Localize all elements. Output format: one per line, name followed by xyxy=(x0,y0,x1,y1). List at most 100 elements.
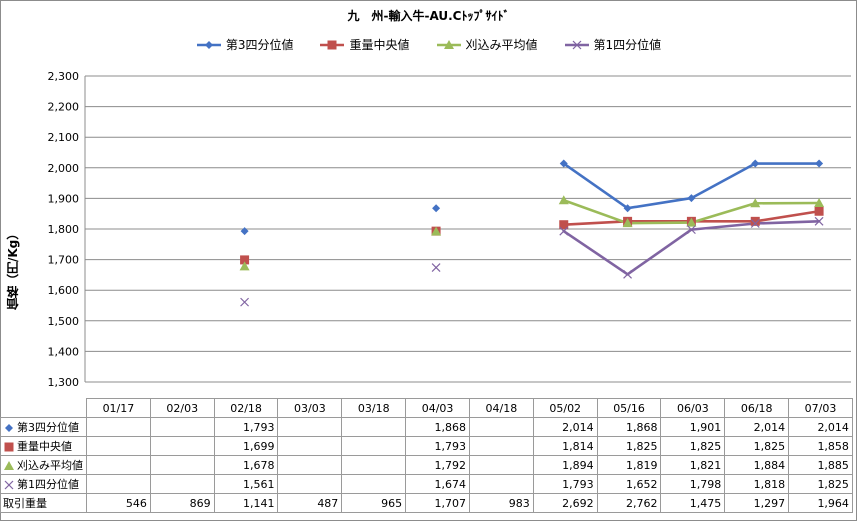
x-tick-label: 03/03 xyxy=(277,398,343,418)
table-cell xyxy=(149,455,215,475)
data-point-3 xyxy=(431,226,442,236)
data-point-1 xyxy=(687,194,696,203)
legend-marker xyxy=(443,39,454,49)
table-cell xyxy=(277,474,343,494)
table-cell: 965 xyxy=(341,493,407,513)
data-point-3 xyxy=(558,195,569,205)
series-line-3 xyxy=(690,201,757,224)
series-line-3 xyxy=(562,198,629,225)
y-tick-label: 2,200 xyxy=(48,101,80,114)
y-tick-label: 1,700 xyxy=(48,254,80,267)
table-cell xyxy=(149,417,215,437)
table-cell: 1,678 xyxy=(213,455,279,475)
legend-label: 重量中央値 xyxy=(349,38,410,52)
table-cell xyxy=(341,436,407,456)
data-table: 01/17 02/03 02/18 03/03 03/18 04/03 04/18 05/02… xyxy=(0,398,853,513)
y-tick-label: 1,800 xyxy=(48,223,80,236)
table-row-label: 取引重量 xyxy=(0,493,87,513)
series-line-1 xyxy=(562,162,629,210)
legend-item: 重量中央値 xyxy=(319,36,410,53)
series-line-2 xyxy=(753,209,821,223)
row-marker xyxy=(4,461,14,470)
row-marker-icon xyxy=(4,480,14,490)
legend-marker xyxy=(572,40,581,49)
table-cell xyxy=(86,436,151,456)
legend-item: 第3四分位値 xyxy=(196,36,294,53)
row-marker xyxy=(5,424,13,432)
table-row: 重量中央値 1,699 1,793 1,814 1,825 1,825 1,825 1,858 xyxy=(0,436,853,456)
series-line-3 xyxy=(626,221,693,225)
data-point-3 xyxy=(814,197,825,207)
series-line-4 xyxy=(562,229,629,276)
x-tick-label: 04/18 xyxy=(468,398,534,418)
x-tick-label: 04/03 xyxy=(405,398,470,418)
data-point-2 xyxy=(240,255,250,265)
data-point-2 xyxy=(750,216,760,226)
data-point-4 xyxy=(686,225,696,235)
table-cell xyxy=(341,474,407,494)
table-row: 刈込み平均値 1,678 1,792 1,894 1,819 1,821 1,884 1,88… xyxy=(0,455,853,475)
table-cell: 546 xyxy=(86,493,151,513)
legend-swatch xyxy=(320,40,345,49)
legend-swatch xyxy=(436,39,461,49)
table-cell xyxy=(86,455,151,475)
legend-marker xyxy=(327,40,337,49)
legend-item: 刈込み平均値 xyxy=(436,36,538,53)
y-tick-label: 2,300 xyxy=(48,70,80,83)
table-cell: 1,561 xyxy=(213,474,279,494)
table-cell: 487 xyxy=(277,493,343,513)
x-tick-label: 03/18 xyxy=(341,398,407,418)
x-tick-label: 06/18 xyxy=(724,398,790,418)
table-cell: 2,692 xyxy=(532,493,598,513)
x-tick-label: 05/16 xyxy=(596,398,662,418)
legend: 第3四分位値 重量中央値 刈込み平均値 第1四分位値 xyxy=(0,36,857,53)
row-marker-icon xyxy=(4,442,14,452)
data-point-1 xyxy=(240,227,249,236)
data-point-3 xyxy=(750,198,761,208)
table-cell xyxy=(468,417,534,437)
data-point-4 xyxy=(431,263,441,272)
table-cell: 1,141 xyxy=(213,493,279,513)
legend-swatch xyxy=(564,40,589,49)
table-cell: 1,868 xyxy=(596,417,662,437)
table-cell: 2,014 xyxy=(724,417,790,437)
series-line-1 xyxy=(626,196,693,210)
table-cell: 1,707 xyxy=(405,493,470,513)
y-tick-label: 1,600 xyxy=(48,284,80,297)
table-cell xyxy=(86,474,151,494)
data-point-4 xyxy=(750,219,760,228)
series-line-1 xyxy=(690,162,757,200)
data-point-1 xyxy=(559,159,568,168)
table-cell: 1,885 xyxy=(788,455,853,475)
table-cell: 1,868 xyxy=(405,417,470,437)
data-point-1 xyxy=(751,159,760,168)
data-point-3 xyxy=(239,261,250,271)
table-cell: 1,884 xyxy=(724,455,790,475)
data-point-1 xyxy=(815,159,824,168)
table-cell: 1,821 xyxy=(660,455,726,475)
table-cell: 1,894 xyxy=(532,455,598,475)
table-cell xyxy=(341,455,407,475)
table-cell xyxy=(277,417,343,437)
row-name: 第1四分位値 xyxy=(17,478,79,491)
x-tick-label: 02/18 xyxy=(213,398,279,418)
data-point-1 xyxy=(623,204,632,213)
table-cell xyxy=(341,417,407,437)
data-point-2 xyxy=(814,206,824,216)
table-cell: 1,819 xyxy=(596,455,662,475)
table-cell xyxy=(149,474,215,494)
table-cell xyxy=(277,436,343,456)
table-cell: 1,798 xyxy=(660,474,726,494)
table-cell: 1,825 xyxy=(788,474,853,494)
table-row: 第3四分位値 1,793 1,868 2,014 1,868 1,901 2,014 2,01… xyxy=(0,417,853,437)
table-cell: 869 xyxy=(149,493,215,513)
table-cell: 1,901 xyxy=(660,417,726,437)
table-cell: 983 xyxy=(468,493,534,513)
legend-label: 第3四分位値 xyxy=(225,38,294,52)
y-tick-label: 1,900 xyxy=(48,192,80,205)
data-point-2 xyxy=(559,220,569,230)
table-cell: 1,825 xyxy=(660,436,726,456)
table-row: 取引重量 546 869 1,141 487 965 1,707 983 2,692 2,762 1… xyxy=(0,493,853,513)
y-tick-label: 1,400 xyxy=(48,345,80,358)
data-point-4 xyxy=(814,216,824,226)
